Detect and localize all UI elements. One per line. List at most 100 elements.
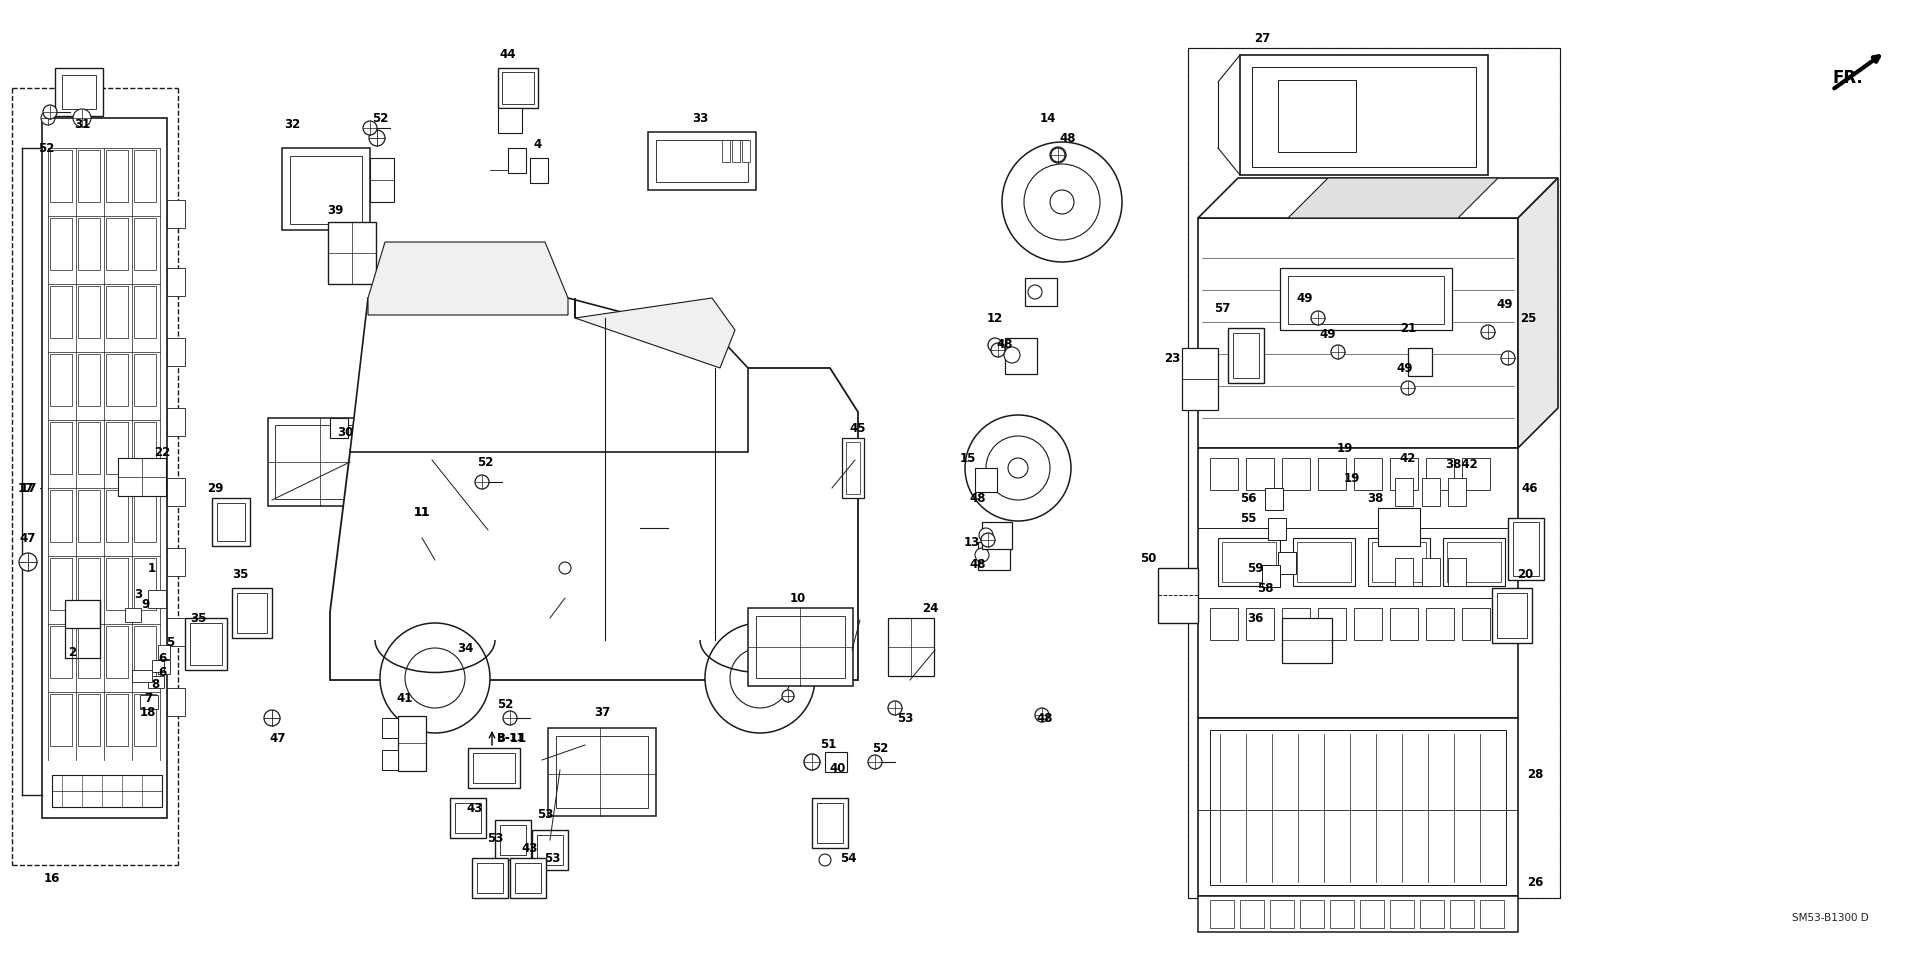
Bar [50, 558, 73, 610]
Bar [50, 354, 73, 406]
Bar [148, 676, 163, 688]
Bar [106, 150, 129, 202]
Text: 39: 39 [326, 203, 344, 217]
Text: 48: 48 [1037, 712, 1054, 724]
Text: 43: 43 [522, 841, 538, 854]
Circle shape [1480, 325, 1496, 339]
Text: 20: 20 [1517, 569, 1534, 581]
Bar [167, 548, 184, 576]
Bar [463, 310, 488, 338]
Bar [1217, 538, 1281, 586]
Text: 19: 19 [1336, 441, 1354, 455]
Bar [328, 222, 376, 284]
Circle shape [369, 130, 386, 146]
Bar [134, 286, 156, 338]
Text: 33: 33 [691, 111, 708, 125]
Text: 49: 49 [1296, 292, 1313, 305]
Circle shape [73, 109, 90, 127]
Text: 53: 53 [543, 852, 561, 864]
Bar [981, 522, 1012, 549]
Bar [134, 558, 156, 610]
Text: 40: 40 [829, 761, 847, 775]
Bar [1252, 67, 1476, 167]
Circle shape [975, 548, 989, 562]
Circle shape [989, 338, 1002, 352]
Bar [1210, 458, 1238, 490]
Bar [1210, 608, 1238, 640]
Bar [1261, 565, 1281, 587]
Bar [167, 408, 184, 436]
Bar [1221, 542, 1277, 582]
Text: 57: 57 [1213, 301, 1231, 315]
Text: 45: 45 [851, 422, 866, 434]
Text: 23: 23 [1164, 352, 1181, 364]
Text: 54: 54 [839, 852, 856, 864]
Bar [1210, 730, 1505, 885]
Circle shape [380, 623, 490, 733]
Bar [1233, 333, 1260, 378]
Bar [1246, 458, 1275, 490]
Bar [50, 422, 73, 474]
Bar [184, 618, 227, 670]
Text: 7: 7 [144, 691, 152, 705]
Bar [749, 608, 852, 686]
Bar [190, 623, 223, 665]
Bar [157, 645, 171, 659]
Bar [530, 158, 547, 183]
Text: 52: 52 [476, 456, 493, 469]
Bar [1507, 518, 1544, 580]
Bar [1240, 900, 1263, 928]
Bar [148, 590, 165, 608]
Bar [413, 272, 447, 320]
Circle shape [40, 111, 56, 125]
Bar [1279, 552, 1296, 574]
Bar [975, 468, 996, 492]
Bar [106, 694, 129, 746]
Bar [134, 354, 156, 406]
Bar [495, 820, 532, 860]
Bar [1283, 458, 1309, 490]
Text: 13: 13 [964, 535, 979, 549]
Bar [79, 422, 100, 474]
Text: 41: 41 [397, 691, 413, 705]
Text: 9: 9 [140, 598, 150, 612]
Circle shape [474, 475, 490, 489]
Bar [1354, 458, 1382, 490]
Text: 52: 52 [38, 142, 54, 154]
Bar [371, 158, 394, 202]
Bar [449, 798, 486, 838]
Bar [1300, 900, 1325, 928]
Bar [1461, 458, 1490, 490]
Bar [134, 150, 156, 202]
Bar [42, 118, 167, 818]
Bar [79, 558, 100, 610]
Bar [397, 716, 426, 771]
Text: B-11: B-11 [497, 732, 528, 744]
Bar [167, 618, 184, 646]
Bar [420, 432, 447, 482]
Bar [826, 752, 847, 772]
Bar [1004, 338, 1037, 374]
Bar [1183, 348, 1217, 410]
Text: 47: 47 [271, 732, 286, 744]
Bar [167, 338, 184, 366]
Bar [167, 688, 184, 716]
Circle shape [265, 710, 280, 726]
Text: 4: 4 [534, 138, 541, 152]
Text: 49: 49 [1498, 298, 1513, 312]
Text: 51: 51 [820, 738, 837, 752]
Bar [1448, 542, 1501, 582]
Text: 31: 31 [73, 119, 90, 131]
Bar [134, 218, 156, 270]
Bar [52, 775, 161, 807]
Circle shape [991, 343, 1004, 357]
Bar [497, 108, 522, 133]
Bar [1492, 588, 1532, 643]
Bar [657, 140, 749, 182]
Bar [61, 75, 96, 109]
Text: 37: 37 [593, 706, 611, 718]
Text: 48: 48 [1060, 131, 1077, 145]
Bar [140, 695, 157, 709]
Bar [106, 422, 129, 474]
Bar [1450, 900, 1475, 928]
